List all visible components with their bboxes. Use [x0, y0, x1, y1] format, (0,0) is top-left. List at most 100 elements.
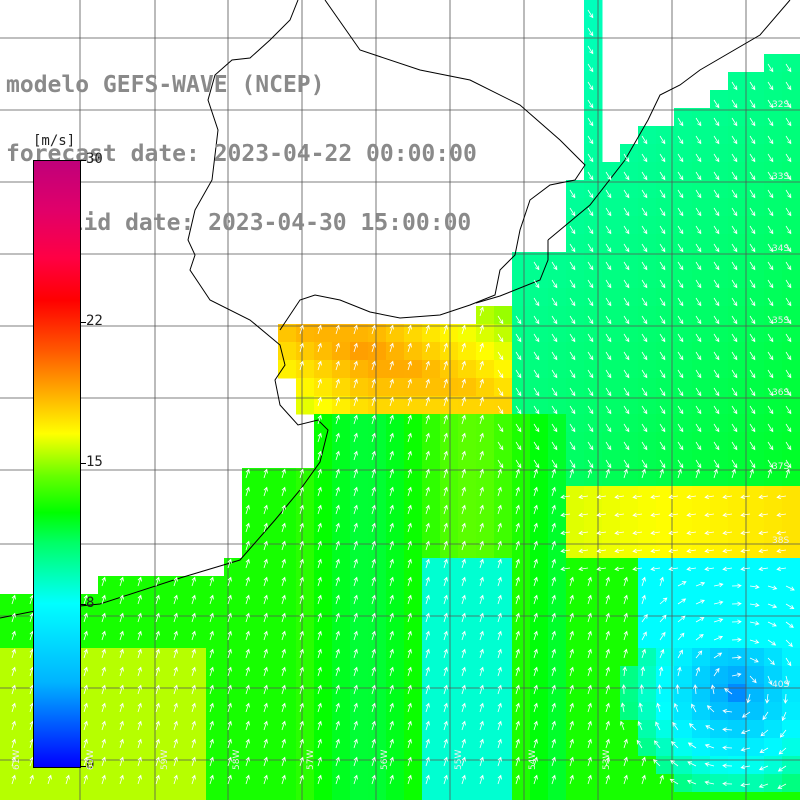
- wind-cell: [8, 666, 27, 685]
- wind-arrow: [353, 396, 358, 407]
- wind-cell: [710, 522, 729, 541]
- wind-cell: [584, 216, 603, 235]
- wind-cell: [350, 414, 369, 433]
- wind-arrow: [335, 684, 340, 695]
- wind-cell: [692, 774, 711, 793]
- wind-cell: [746, 504, 765, 523]
- wind-cell: [692, 720, 711, 739]
- wind-arrow: [767, 135, 774, 145]
- wind-cell: [602, 306, 621, 325]
- wind-arrow: [209, 594, 214, 605]
- wind-cell: [458, 558, 477, 577]
- wind-arrow: [785, 603, 795, 610]
- wind-cell: [710, 720, 729, 739]
- wind-cell: [620, 270, 639, 289]
- wind-cell: [368, 702, 387, 721]
- wind-cell: [530, 558, 549, 577]
- wind-arrow: [353, 486, 358, 497]
- wind-cell: [332, 666, 351, 685]
- wind-cell: [782, 414, 800, 433]
- wind-arrow: [461, 720, 466, 731]
- wind-arrow: [746, 693, 751, 704]
- wind-cell: [638, 522, 657, 541]
- wind-cell: [404, 648, 423, 667]
- wind-cell: [746, 432, 765, 451]
- wind-cell: [422, 756, 441, 775]
- wind-arrow: [425, 774, 430, 785]
- wind-cell: [764, 378, 783, 397]
- wind-arrow: [623, 441, 630, 451]
- wind-cell: [710, 288, 729, 307]
- wind-arrow: [191, 648, 196, 659]
- wind-cell: [440, 324, 459, 343]
- wind-arrow: [641, 225, 648, 235]
- wind-arrow: [758, 765, 769, 771]
- wind-cell: [746, 486, 765, 505]
- wind-arrow: [722, 548, 733, 554]
- wind-cell: [548, 522, 567, 541]
- wind-arrow: [785, 81, 792, 91]
- wind-arrow: [281, 666, 286, 677]
- wind-cell: [638, 180, 657, 199]
- wind-arrow: [101, 756, 106, 767]
- wind-cell: [242, 468, 261, 487]
- wind-arrow: [551, 279, 558, 289]
- colorbar-tick-label: 15: [86, 454, 103, 470]
- wind-arrow: [731, 369, 738, 379]
- wind-arrow: [425, 522, 430, 533]
- wind-arrow: [659, 441, 666, 451]
- wind-cell: [332, 774, 351, 793]
- wind-arrow: [722, 727, 733, 732]
- wind-arrow: [371, 576, 376, 587]
- wind-cell: [80, 738, 99, 757]
- wind-cell: [656, 468, 675, 487]
- wind-arrow: [299, 594, 304, 605]
- wind-arrow: [425, 738, 430, 749]
- wind-cell: [674, 396, 693, 415]
- wind-cell: [566, 180, 585, 199]
- wind-arrow: [11, 630, 16, 641]
- wind-cell: [656, 198, 675, 217]
- wind-cell: [674, 306, 693, 325]
- wind-cell: [602, 432, 621, 451]
- wind-arrow: [578, 548, 589, 554]
- longitude-label: 60W: [86, 749, 96, 770]
- wind-cell: [728, 288, 747, 307]
- wind-cell: [440, 702, 459, 721]
- wind-arrow: [569, 351, 576, 361]
- wind-cell: [458, 468, 477, 487]
- wind-arrow: [209, 738, 214, 749]
- wind-cell: [656, 738, 675, 757]
- wind-arrow: [623, 333, 630, 343]
- wind-arrow: [119, 720, 124, 731]
- wind-cell: [674, 684, 693, 703]
- wind-arrow: [83, 738, 88, 749]
- wind-cell: [584, 774, 603, 793]
- wind-arrow: [245, 522, 250, 533]
- wind-arrow: [191, 630, 196, 641]
- wind-cell: [764, 396, 783, 415]
- wind-cell: [656, 558, 675, 577]
- wind-cell: [656, 486, 675, 505]
- wind-arrow: [533, 315, 540, 325]
- wind-cell: [476, 342, 495, 361]
- wind-cell: [638, 216, 657, 235]
- wind-arrow: [173, 648, 178, 659]
- wind-arrow: [317, 540, 322, 551]
- wind-arrow: [263, 684, 268, 695]
- wind-arrow: [263, 594, 268, 605]
- wind-cell: [476, 666, 495, 685]
- wind-cell: [422, 378, 441, 397]
- wind-cell: [260, 666, 279, 685]
- wind-cell: [116, 630, 135, 649]
- wind-cell: [674, 576, 693, 595]
- wind-arrow: [407, 378, 412, 389]
- wind-cell: [782, 594, 800, 613]
- wind-cell: [674, 558, 693, 577]
- wind-arrow: [425, 630, 430, 641]
- wind-cell: [728, 234, 747, 253]
- wind-cell: [584, 90, 603, 109]
- wind-cell: [224, 558, 243, 577]
- wind-cell: [764, 432, 783, 451]
- wind-cell: [656, 648, 675, 667]
